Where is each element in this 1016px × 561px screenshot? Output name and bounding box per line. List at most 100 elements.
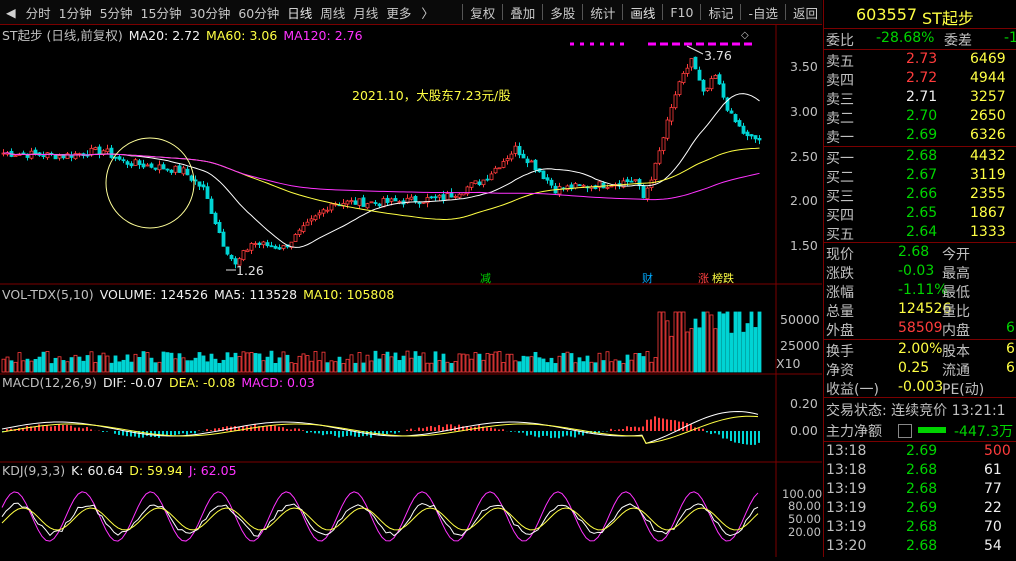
volume-bar	[61, 360, 66, 373]
analysis-circle[interactable]	[105, 137, 195, 229]
tab-1min[interactable]: 1分钟	[58, 5, 92, 21]
tab-60min[interactable]: 60分钟	[238, 5, 280, 21]
scroll-left-icon[interactable]: ◀	[6, 4, 16, 20]
bid-price: 2.68	[906, 148, 938, 164]
volume-bar	[241, 351, 246, 373]
candle-body	[381, 198, 386, 208]
volume-bar	[473, 352, 478, 373]
kline-svg[interactable]: 3.50 3.00 2.50 2.00 1.50 50000 25000 X10…	[0, 24, 822, 557]
tab-timeshare[interactable]: 分时	[25, 5, 51, 21]
ask-vol: 3257	[970, 89, 1006, 105]
high-label: 3.76	[704, 48, 732, 63]
watchlist-button[interactable]: -自选	[748, 5, 778, 21]
ratio-label: 委比	[826, 33, 854, 49]
volume-bar	[493, 351, 498, 373]
bid-row: 买五 2.64 1333	[824, 224, 1016, 243]
diff-value: -1	[1004, 30, 1016, 46]
tick-vol: 22	[984, 500, 1002, 516]
candle-body	[461, 192, 466, 196]
candle-body	[665, 119, 670, 139]
adjust-button[interactable]: 复权	[470, 5, 496, 21]
tab-30min[interactable]: 30分钟	[189, 5, 231, 21]
quote2-label: 收益(一)	[826, 382, 879, 398]
candle-body	[361, 197, 366, 207]
volume-bar	[501, 362, 506, 373]
tab-daily[interactable]: 日线	[287, 5, 313, 21]
candle-body	[57, 155, 62, 159]
tab-more[interactable]: 更多	[386, 5, 412, 21]
candle-body	[161, 164, 166, 170]
mark-button[interactable]: 标记	[708, 5, 734, 21]
candle-body	[681, 72, 686, 84]
ask-price: 2.69	[906, 127, 938, 143]
tick-row: 13:19 2.68 70	[824, 519, 1016, 538]
kdj-axis-100: 100.00	[782, 487, 822, 501]
volume-bar	[73, 354, 78, 373]
multi-stock-button[interactable]: 多股	[550, 5, 576, 21]
candle-body	[513, 145, 518, 154]
main-flow-icon[interactable]	[898, 424, 912, 438]
candle-body	[421, 201, 426, 204]
candle-body	[73, 153, 78, 160]
macd-dif: DIF: -0.07	[102, 375, 163, 390]
axis-150: 1.50	[790, 238, 818, 253]
panel-expand-icon[interactable]: ◇	[741, 30, 749, 41]
candle-body	[645, 187, 650, 200]
candle-body	[329, 203, 334, 211]
candle-body	[169, 169, 174, 173]
volume-bar	[265, 356, 270, 373]
tick-price: 2.69	[906, 443, 938, 459]
draw-line-button[interactable]: 画线	[630, 5, 656, 21]
volume-bar	[585, 355, 590, 373]
tab-15min[interactable]: 15分钟	[140, 5, 182, 21]
kline-chart-area[interactable]: 3.50 3.00 2.50 2.00 1.50 50000 25000 X10…	[0, 24, 822, 557]
candle-body	[177, 165, 182, 173]
trade-status-row: 交易状态: 连续竞价 13:21:1	[824, 400, 1016, 419]
tab-monthly[interactable]: 月线	[353, 5, 379, 21]
candle-body	[349, 200, 354, 203]
quote2-value2: 6	[1006, 341, 1015, 357]
candle-body	[693, 56, 698, 70]
volume-bar	[41, 351, 46, 373]
kdj-k: K: 60.64	[71, 463, 124, 478]
back-button[interactable]: 返回	[792, 5, 818, 21]
volume-bar	[489, 353, 494, 373]
tab-weekly[interactable]: 周线	[320, 5, 346, 21]
volume-bar	[705, 311, 710, 373]
tab-5min[interactable]: 5分钟	[99, 5, 133, 21]
volume-bar	[625, 354, 630, 373]
candle-body	[45, 152, 50, 159]
candle-body	[733, 114, 738, 123]
candle-body	[597, 181, 602, 188]
volume-bar	[149, 357, 154, 373]
ask-vol: 4944	[970, 70, 1006, 86]
ask-row: 卖五 2.73 6469	[824, 51, 1016, 70]
f10-button[interactable]: F10	[670, 4, 694, 20]
candle-body	[389, 198, 394, 202]
stats-button[interactable]: 统计	[590, 5, 616, 21]
candle-body	[745, 131, 750, 137]
tick-row: 13:19 2.68 77	[824, 481, 1016, 500]
volume-bar	[449, 362, 454, 373]
main-flow-label: 主力净额	[826, 424, 882, 440]
volume-bar	[661, 311, 666, 373]
candle-body	[565, 185, 570, 191]
stock-name: ST起步	[922, 9, 974, 28]
candle-body	[277, 247, 282, 250]
volume-bar	[561, 352, 566, 373]
volume-bar	[153, 362, 158, 373]
candle-body	[397, 201, 402, 203]
candle-body	[441, 194, 446, 201]
volume-bar	[409, 357, 414, 373]
candle-body	[153, 167, 158, 170]
candle-body	[141, 163, 146, 168]
quote-value: -0.03	[898, 263, 935, 279]
volume-bar	[109, 362, 114, 373]
quote-label2: 今开	[942, 247, 970, 263]
k-line	[1, 502, 759, 537]
candle-body	[473, 180, 478, 184]
volume-bar	[401, 355, 406, 373]
chevron-right-icon[interactable]: 〉	[421, 5, 434, 21]
quote2-label2: 流通	[942, 363, 970, 379]
overlay-button[interactable]: 叠加	[510, 5, 536, 21]
